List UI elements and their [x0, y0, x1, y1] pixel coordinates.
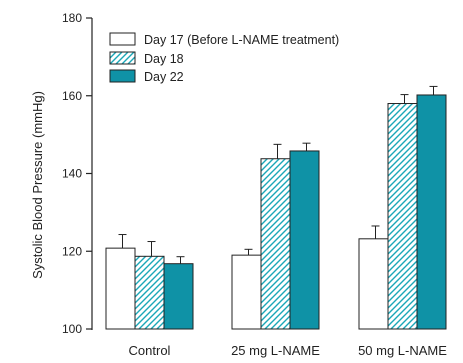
- legend-label: Day 22: [144, 70, 184, 84]
- bar: [260, 158, 291, 330]
- y-tick-label: 100: [62, 322, 82, 336]
- legend: Day 17 (Before L-NAME treatment) Day 18 Da…: [109, 32, 339, 84]
- y-axis: 100 120 140 160 180: [62, 11, 93, 336]
- legend-swatch: [109, 69, 136, 83]
- bar: [105, 247, 136, 330]
- category-label: 50 mg L-NAME: [358, 343, 447, 358]
- category-label: Control: [129, 343, 171, 358]
- bar: [163, 263, 194, 330]
- y-tick-label: 180: [62, 11, 82, 25]
- bar: [231, 254, 262, 330]
- bar: [358, 238, 389, 330]
- bar: [289, 150, 320, 330]
- legend-label: Day 17 (Before L-NAME treatment): [144, 33, 339, 47]
- bar: [134, 255, 165, 330]
- bar: [416, 94, 447, 330]
- legend-swatch: [109, 32, 136, 46]
- bar: [387, 103, 418, 330]
- bars: [105, 94, 447, 330]
- legend-swatch: [109, 51, 136, 65]
- y-axis-label: Systolic Blood Pressure (mmHg): [30, 91, 45, 279]
- category-label: 25 mg L-NAME: [231, 343, 320, 358]
- y-tick-label: 140: [62, 167, 82, 181]
- category-labels: Control 25 mg L-NAME 50 mg L-NAME: [129, 343, 448, 358]
- y-tick-label: 120: [62, 244, 82, 258]
- error-bars: [118, 85, 438, 264]
- legend-label: Day 18: [144, 52, 184, 66]
- y-tick-label: 160: [62, 89, 82, 103]
